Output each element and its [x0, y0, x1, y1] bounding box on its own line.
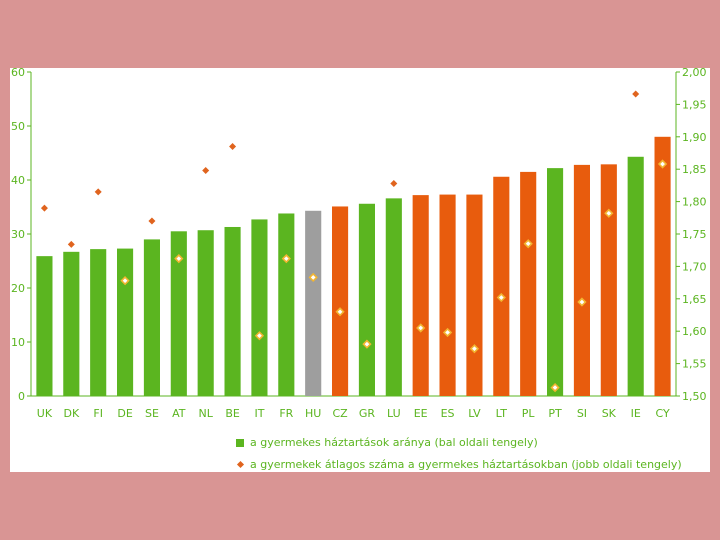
legend-item-markers: a gyermekek átlagos száma a gyermekes há… [236, 458, 682, 471]
category-label: CY [655, 407, 669, 420]
marker-lv [469, 344, 480, 354]
category-label: LV [468, 407, 481, 420]
category-label: DE [117, 407, 132, 420]
bar-pl [520, 171, 537, 396]
bar-it [251, 219, 268, 396]
category-label: LT [496, 407, 508, 420]
category-label: PL [522, 407, 536, 420]
right-tick-label: 1,85 [682, 163, 707, 176]
bar-lt [493, 176, 510, 396]
chart-panel: 0 10 20 30 40 50 60 1,50 1,55 1,60 1,65 1,70 1,75 1,8… [10, 68, 710, 472]
category-label: HU [305, 407, 321, 420]
bar-gr [358, 203, 375, 396]
bar-at [170, 231, 187, 396]
category-label: DK [63, 407, 79, 420]
category-label: BE [225, 407, 240, 420]
category-label: LU [387, 407, 401, 420]
marker-uk [40, 204, 48, 212]
category-label: AT [172, 407, 186, 420]
marker-cy [657, 159, 668, 169]
left-tick-label: 40 [11, 174, 25, 187]
left-tick-label: 20 [11, 282, 25, 295]
category-label: PT [548, 407, 562, 420]
bar-ie [627, 156, 644, 396]
left-tick-label: 30 [11, 228, 25, 241]
bar-fr [278, 213, 295, 396]
marker-fr [281, 253, 291, 264]
bar-cy [654, 136, 671, 397]
marker-sk [604, 208, 614, 218]
category-label: CZ [332, 407, 348, 420]
category-label: ES [441, 407, 455, 420]
marker-at [174, 253, 184, 264]
marker-ie [632, 90, 640, 98]
bar-dk [63, 251, 80, 396]
right-tick-label: 1,60 [682, 325, 707, 338]
bar-uk [36, 256, 53, 396]
marker-pt [550, 382, 560, 393]
right-tick-label: 1,70 [682, 260, 707, 273]
bar-ee [412, 195, 429, 396]
category-label: IT [254, 407, 264, 420]
category-label: FR [279, 407, 293, 420]
right-tick-label: 1,65 [682, 293, 707, 306]
left-tick-label: 0 [18, 390, 25, 403]
marker-de [120, 276, 130, 286]
category-label: SI [577, 407, 587, 420]
marker-be [229, 143, 237, 151]
marker-lu [390, 179, 398, 187]
bar-be [224, 226, 241, 396]
marker-dk [67, 240, 75, 248]
bar-es [439, 194, 456, 396]
right-tick-label: 1,95 [682, 98, 707, 111]
marker-gr [362, 339, 372, 349]
marker-it [254, 331, 265, 341]
bar-de [117, 248, 134, 396]
bar-hu [305, 210, 322, 396]
marker-hu [308, 272, 318, 283]
bar-lu [385, 198, 402, 396]
category-label: GR [359, 407, 376, 420]
marker-cz [335, 307, 345, 317]
right-tick-label: 1,75 [682, 228, 707, 241]
marker-ee [416, 323, 426, 333]
right-tick-label: 1,50 [682, 390, 707, 403]
bar-nl [197, 230, 214, 396]
bar-si [573, 164, 590, 396]
right-tick-label: 1,80 [682, 196, 707, 209]
category-label: FI [93, 407, 103, 420]
left-tick-label: 10 [11, 336, 25, 349]
bar-cz [332, 206, 349, 396]
left-tick-label: 60 [11, 68, 25, 79]
marker-pl [523, 239, 533, 249]
bar-sk [600, 164, 617, 396]
category-label: NL [199, 407, 214, 420]
right-tick-label: 1,90 [682, 131, 707, 144]
bar-se [143, 239, 160, 396]
category-label: SK [602, 407, 617, 420]
bar-pt [547, 168, 564, 396]
left-tick-label: 50 [11, 120, 25, 133]
marker-nl [202, 166, 210, 174]
bar-lv [466, 194, 483, 396]
bar-fi [90, 249, 107, 396]
category-label: EE [414, 407, 428, 420]
right-tick-label: 1,55 [682, 358, 707, 371]
marker-si [577, 297, 587, 307]
marker-lt [496, 292, 506, 303]
legend-label-bars: a gyermekes háztartások aránya (bal olda… [250, 436, 538, 449]
right-tick-label: 2,00 [682, 68, 707, 79]
legend-square-icon [236, 438, 244, 447]
marker-es [442, 327, 453, 338]
marker-fi [94, 188, 102, 196]
legend-diamond-icon [236, 460, 245, 469]
category-label: UK [37, 407, 53, 420]
category-label: SE [145, 407, 159, 420]
legend-item-bars: a gyermekes háztartások aránya (bal olda… [236, 436, 538, 449]
legend-label-markers: a gyermekek átlagos száma a gyermekes há… [250, 458, 682, 471]
marker-se [148, 217, 156, 225]
combo-chart: 0 10 20 30 40 50 60 1,50 1,55 1,60 1,65 1,70 1,75 1,8… [11, 68, 707, 420]
category-label: IE [631, 407, 641, 420]
